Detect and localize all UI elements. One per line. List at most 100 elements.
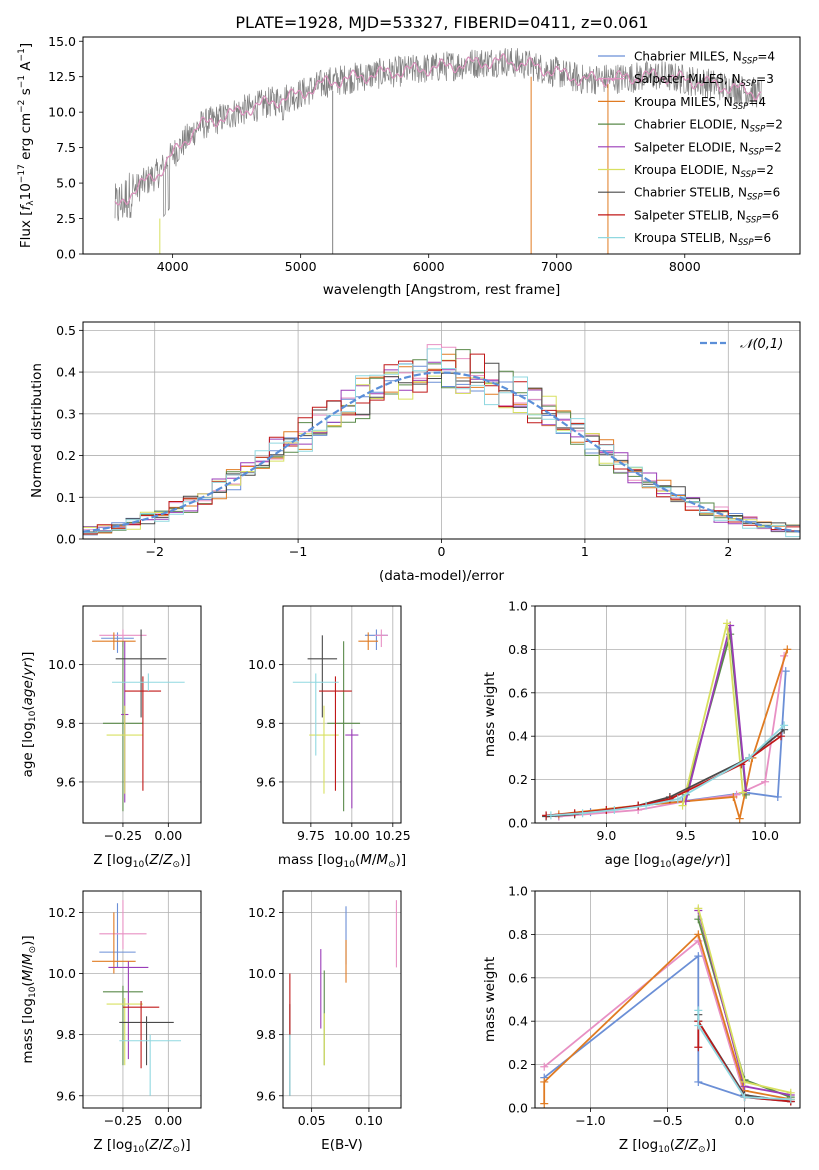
mass_vs_ebv-panel: 0.05 0.10 9.6 9.8 10.0 10.2 E(B-V) <box>248 890 402 1153</box>
y-tick-label: 0.3 <box>56 406 76 421</box>
legend-entry: Salpeter ELODIE, NSSP=2 <box>634 140 782 157</box>
y-tick-label: 0.0 <box>508 816 528 831</box>
y-tick-label: 0.5 <box>56 323 76 338</box>
y-tick-label: 0.8 <box>508 927 528 942</box>
legend-entry: Chabrier MILES, NSSP=4 <box>634 50 775 67</box>
x-tick-label: −0.25 <box>104 1113 142 1128</box>
y-tick-label: 0.2 <box>508 772 528 787</box>
weight-marker <box>781 667 790 676</box>
x-tick-label: 9.75 <box>297 828 325 843</box>
x-axis-label: E(B-V) <box>321 1137 363 1153</box>
weight-marker <box>678 801 687 810</box>
y-tick-label: 15.0 <box>48 34 76 49</box>
x-tick-label: 4000 <box>157 259 189 274</box>
x-axis-label: Z [log10(Z/Z⊙)] <box>93 852 190 870</box>
weight-marker <box>786 1095 795 1104</box>
weight-marker <box>694 1077 703 1086</box>
x-tick-label: 10.00 <box>334 828 370 843</box>
legend-entry: Chabrier STELIB, NSSP=6 <box>634 186 780 203</box>
x-tick-label: 1 <box>581 544 589 559</box>
x-tick-label: 5000 <box>285 259 317 274</box>
weight-marker <box>780 721 789 730</box>
weight-marker <box>740 1093 749 1102</box>
y-tick-label: 10.0 <box>48 105 76 120</box>
axes-frame <box>282 605 402 824</box>
x-axis-label: wavelength [Angstrom, rest frame] <box>323 282 561 298</box>
y-axis-label: mass weight <box>482 957 498 1042</box>
x-axis-label: Z [log10(Z/Z⊙)] <box>93 1137 190 1155</box>
weight-marker <box>694 1043 703 1052</box>
weight-marker <box>694 1006 703 1015</box>
x-tick-label: 9.5 <box>676 828 696 843</box>
y-tick-label: 0.6 <box>508 970 528 985</box>
x-axis-label: (data-model)/error <box>379 568 505 584</box>
x-tick-label: −1.0 <box>575 1113 605 1128</box>
weight-marker <box>740 1077 749 1086</box>
figure-title: PLATE=1928, MJD=53327, FIBERID=0411, z=0… <box>235 13 648 32</box>
x-tick-label: −0.5 <box>652 1113 682 1128</box>
x-tick-label: 0.10 <box>355 1113 383 1128</box>
axes-frame <box>82 321 801 540</box>
weight-marker <box>540 1099 549 1108</box>
spectrum-data-line <box>114 47 762 221</box>
weight-marker <box>540 1062 549 1071</box>
age_vs_Z-panel: −0.25 0.00 9.6 9.8 10.0 Z [log10(Z/Z⊙)] age [l… <box>20 605 202 870</box>
y-tick-label: 10.0 <box>48 657 76 672</box>
x-axis-label: Z [log10(Z/Z⊙)] <box>619 1137 716 1155</box>
y-tick-label: 5.0 <box>56 176 76 191</box>
y-tick-label: 12.5 <box>48 69 76 84</box>
y-tick-label: 9.8 <box>256 716 276 731</box>
y-tick-label: 9.6 <box>56 1088 76 1103</box>
legend-entry: Chabrier ELODIE, NSSP=2 <box>634 118 783 135</box>
legend-entry: Kroupa STELIB, NSSP=6 <box>634 231 771 248</box>
residuals-panel: −2 −1 0 1 2 0.0 0.1 0.2 0.3 0.4 0.5 𝒩(0,1) (data-mod… <box>29 321 801 584</box>
y-tick-label: 9.8 <box>256 1027 276 1042</box>
axes-frame <box>534 605 801 824</box>
y-tick-label: 0.8 <box>508 642 528 657</box>
axes-frame <box>82 605 202 824</box>
weight-marker <box>673 795 682 804</box>
weight-line <box>558 655 785 818</box>
axes-frame <box>534 890 801 1109</box>
y-tick-label: 10.2 <box>48 905 76 920</box>
x-tick-label: 0 <box>438 544 446 559</box>
age_vs_mass-panel: 9.75 10.00 10.25 9.6 9.8 10.0 mass [log10(M/M⊙… <box>248 605 411 870</box>
legend-entry: Salpeter MILES, NSSP=3 <box>634 72 774 89</box>
weight-marker <box>738 788 747 797</box>
weight-marker <box>729 792 738 801</box>
weight-marker <box>694 952 703 961</box>
y-tick-label: 0.2 <box>508 1057 528 1072</box>
weight-marker <box>610 805 619 814</box>
y-tick-label: 0.0 <box>56 247 76 262</box>
x-tick-label: −1 <box>289 544 307 559</box>
y-axis-label: mass weight <box>482 672 498 757</box>
legend: Chabrier MILES, NSSP=4 Salpeter MILES, NS… <box>598 50 783 248</box>
weight-marker <box>776 732 785 741</box>
x-tick-label: 9.0 <box>596 828 616 843</box>
y-tick-label: 0.6 <box>508 685 528 700</box>
y-tick-label: 0.4 <box>508 1014 528 1029</box>
weight-line <box>684 633 747 796</box>
y-tick-label: 7.5 <box>56 140 76 155</box>
axes-frame <box>82 890 202 1109</box>
x-tick-label: 8000 <box>669 259 701 274</box>
y-axis-label: Normed distribution <box>29 363 45 498</box>
y-tick-label: 9.8 <box>56 716 76 731</box>
y-tick-label: 0.0 <box>508 1101 528 1116</box>
x-tick-label: 10.25 <box>375 828 411 843</box>
y-tick-label: 0.1 <box>56 490 76 505</box>
x-tick-label: 0.00 <box>154 828 182 843</box>
legend-entry: Kroupa ELODIE, NSSP=2 <box>634 163 774 180</box>
weight-marker <box>665 795 674 804</box>
x-tick-label: 6000 <box>413 259 445 274</box>
y-tick-label: 9.6 <box>256 774 276 789</box>
weight-marker <box>578 809 587 818</box>
weight-marker <box>694 930 703 939</box>
weight-line <box>697 1010 791 1101</box>
weight-marker <box>723 619 732 628</box>
y-tick-label: 10.0 <box>48 966 76 981</box>
x-tick-label: 2 <box>724 544 732 559</box>
weight-marker <box>773 792 782 801</box>
x-tick-label: 0.05 <box>298 1113 326 1128</box>
